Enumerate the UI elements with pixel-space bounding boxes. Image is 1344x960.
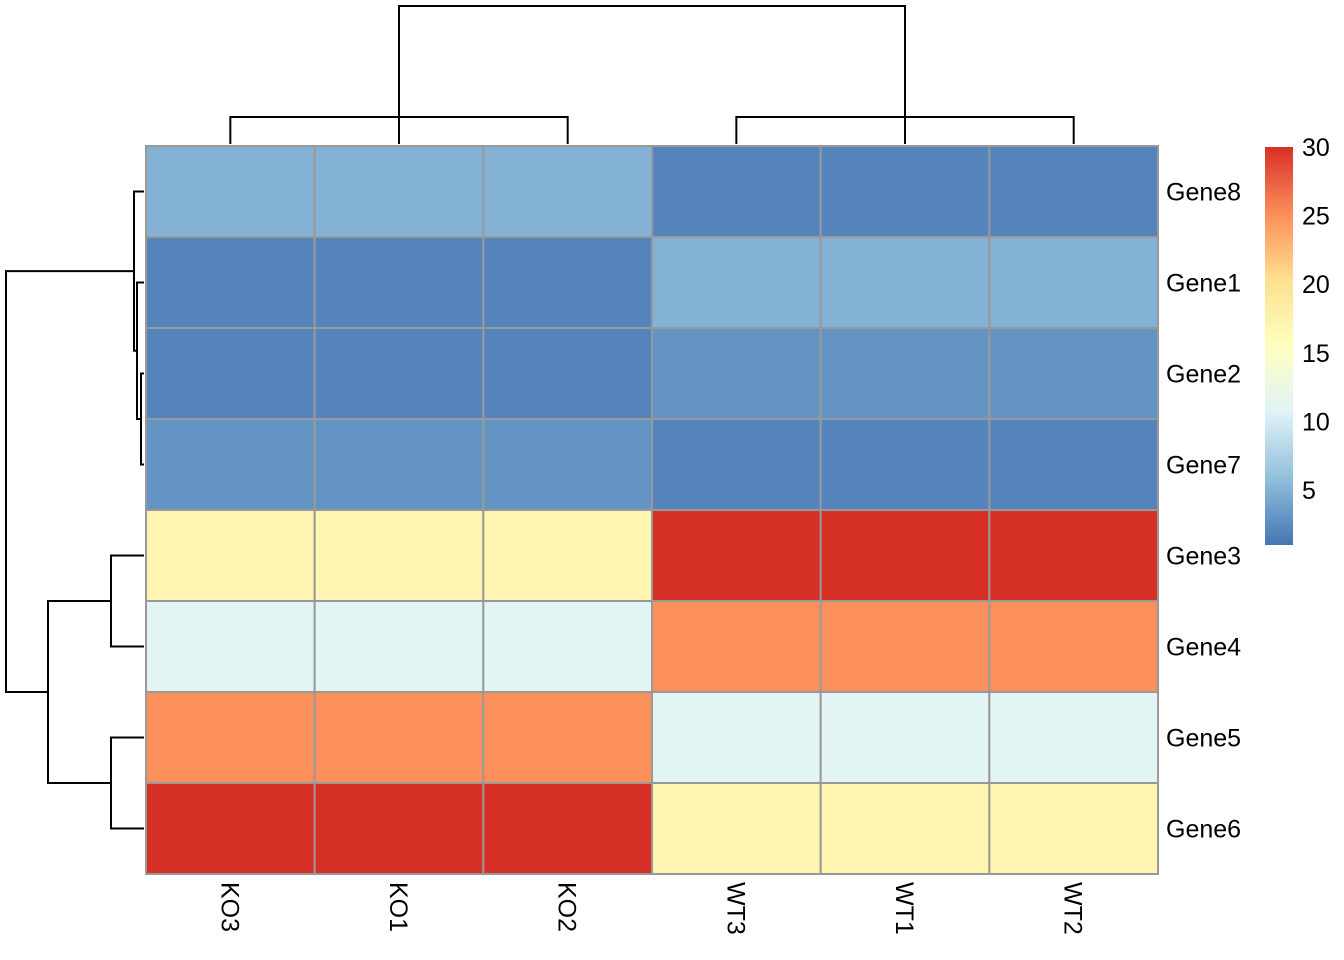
- heatmap-cell: [819, 145, 991, 238]
- colorbar-tick-label: 30: [1302, 134, 1330, 162]
- heatmap-cell: [482, 600, 654, 693]
- heatmap-cell: [988, 145, 1160, 238]
- heatmap-cell: [313, 782, 485, 875]
- heatmap-cell: [988, 236, 1160, 329]
- colorbar-tick-label: 20: [1302, 271, 1330, 299]
- heatmap-cell: [482, 782, 654, 875]
- heatmap-cell: [313, 145, 485, 238]
- column-label: KO3: [215, 882, 243, 932]
- row-label: Gene1: [1166, 270, 1241, 298]
- row-dendrogram-branch: [140, 372, 144, 466]
- colorbar-tick-label: 25: [1302, 203, 1330, 231]
- row-label: Gene8: [1166, 179, 1241, 207]
- heatmap-cell: [145, 782, 316, 875]
- row-label: Gene2: [1166, 361, 1241, 389]
- heatmap-cell: [145, 600, 316, 693]
- heatmap-cell: [651, 600, 822, 693]
- heatmap-cell: [482, 509, 654, 602]
- heatmap-cell: [313, 327, 485, 420]
- row-dendrogram-root: [5, 270, 134, 693]
- heatmap-cell: [651, 418, 822, 511]
- heatmap-cell: [482, 327, 654, 420]
- heatmap-cell: [482, 418, 654, 511]
- row-label: Gene4: [1166, 634, 1241, 662]
- heatmap-cell: [313, 509, 485, 602]
- row-dendrogram-branch: [110, 736, 144, 830]
- row-label: Gene7: [1166, 452, 1241, 480]
- heatmap-cell: [651, 327, 822, 420]
- colorbar-tick-label: 5: [1302, 477, 1316, 505]
- row-label: Gene6: [1166, 816, 1241, 844]
- column-label: KO1: [384, 882, 412, 932]
- heatmap-cell: [313, 418, 485, 511]
- heatmap-cell: [145, 509, 316, 602]
- heatmap-cell: [988, 691, 1160, 784]
- heatmap-cell: [988, 418, 1160, 511]
- row-dendrogram-branch: [110, 554, 144, 648]
- colorbar: [1265, 147, 1293, 545]
- heatmap-cell: [145, 327, 316, 420]
- heatmap-cell: [313, 236, 485, 329]
- heatmap-cell: [482, 691, 654, 784]
- row-label: Gene5: [1166, 725, 1241, 753]
- heatmap-cell: [988, 509, 1160, 602]
- row-dendrogram-branch: [47, 600, 111, 784]
- heatmap-cell: [819, 600, 991, 693]
- column-label: WT1: [890, 882, 918, 935]
- column-label: WT3: [721, 882, 749, 935]
- heatmap-cell: [819, 782, 991, 875]
- heatmap-cell: [651, 691, 822, 784]
- heatmap-cell: [819, 236, 991, 329]
- heatmap-cell: [651, 236, 822, 329]
- heatmap-cell: [988, 600, 1160, 693]
- column-label: KO2: [553, 882, 581, 932]
- heatmap-cell: [482, 236, 654, 329]
- heatmap-cell: [651, 145, 822, 238]
- heatmap-cell: [819, 691, 991, 784]
- heatmap-cell: [819, 418, 991, 511]
- heatmap-cell: [482, 145, 654, 238]
- heatmap-cell: [988, 327, 1160, 420]
- column-dendrogram-root: [398, 5, 907, 117]
- heatmap-cell: [988, 782, 1160, 875]
- row-dendrogram-branch: [133, 190, 144, 352]
- heatmap-cell: [651, 782, 822, 875]
- heatmap-cell: [145, 418, 316, 511]
- heatmap-cell: [145, 236, 316, 329]
- row-label: Gene3: [1166, 543, 1241, 571]
- column-label: WT2: [1059, 882, 1087, 935]
- heatmap-cells: [145, 145, 1160, 875]
- heatmap-cell: [313, 691, 485, 784]
- heatmap-cell: [651, 509, 822, 602]
- heatmap-cell: [313, 600, 485, 693]
- heatmap-cell: [145, 691, 316, 784]
- colorbar-tick-label: 10: [1302, 408, 1330, 436]
- colorbar-tick-label: 15: [1302, 340, 1330, 368]
- heatmap-cell: [145, 145, 316, 238]
- heatmap-cell: [819, 327, 991, 420]
- heatmap-cell: [819, 509, 991, 602]
